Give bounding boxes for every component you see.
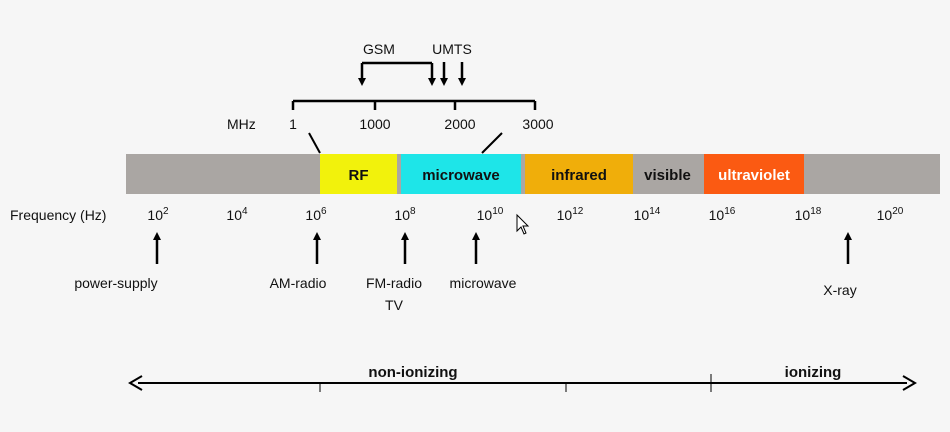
ionization-axis — [128, 374, 917, 392]
arrow-left-icon — [128, 375, 143, 391]
source-label: power-supply — [74, 275, 157, 291]
band-label: RF — [349, 167, 369, 184]
mhz-scale — [291, 61, 537, 154]
frequency-tick-label: 104 — [226, 206, 248, 223]
mhz-tick-label: 2000 — [444, 116, 475, 132]
frequency-tick-label: 1016 — [709, 206, 736, 223]
band-label: microwave — [422, 167, 500, 184]
source-label: X-ray — [823, 282, 856, 298]
non-ionizing-label: non-ionizing — [368, 364, 457, 381]
band-label: visible — [644, 167, 691, 184]
frequency-tick-label: 108 — [394, 206, 416, 223]
zoom-line-left — [308, 132, 321, 154]
band-microwave — [401, 154, 521, 194]
band-label: ultraviolet — [718, 167, 790, 184]
mhz-tick-label: 1 — [289, 116, 297, 132]
band-infrared — [525, 154, 633, 194]
frequency-tick-label: 1018 — [795, 206, 822, 223]
frequency-tick-label: 1010 — [477, 206, 504, 223]
umts-label: UMTS — [432, 41, 472, 57]
source-label: microwave — [450, 275, 517, 291]
frequency-tick-label: 106 — [305, 206, 327, 223]
gsm-label: GSM — [363, 41, 395, 57]
source-label: FM-radio — [366, 275, 422, 291]
zoom-line-right — [481, 132, 503, 154]
source-label: AM-radio — [270, 275, 327, 291]
mhz-tick-label: 1000 — [359, 116, 390, 132]
band-visible — [635, 154, 700, 194]
frequency-tick-label: 1012 — [557, 206, 584, 223]
frequency-axis-label: Frequency (Hz) — [10, 207, 106, 223]
mouse-cursor-icon — [516, 213, 530, 235]
band-label: infrared — [551, 167, 607, 184]
frequency-tick-label: 1020 — [877, 206, 904, 223]
band-RF — [320, 154, 397, 194]
mhz-unit-label: MHz — [227, 116, 256, 132]
arrow-right-icon — [902, 375, 917, 391]
mhz-tick-label: 3000 — [522, 116, 553, 132]
band-ultraviolet — [704, 154, 804, 194]
source-label: TV — [385, 297, 404, 313]
ionizing-label: ionizing — [785, 364, 842, 381]
frequency-tick-label: 102 — [147, 206, 169, 223]
source-arrows — [153, 232, 852, 264]
frequency-tick-label: 1014 — [634, 206, 661, 223]
